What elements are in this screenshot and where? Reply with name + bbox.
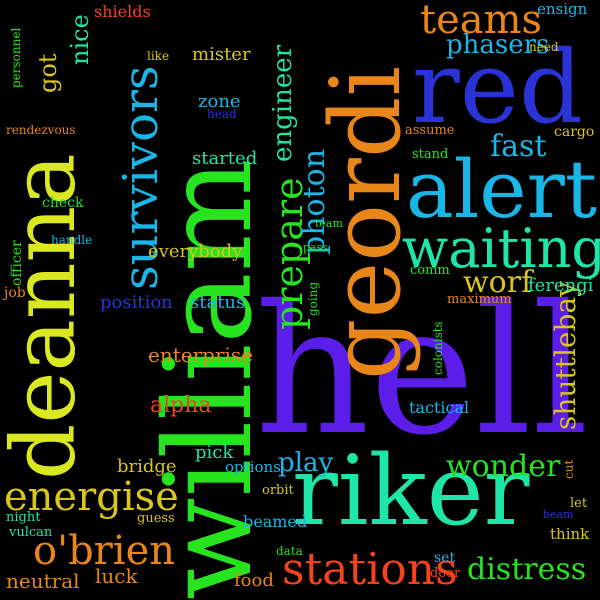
word: need	[529, 40, 559, 54]
word: hell	[255, 267, 589, 474]
word: alpha	[150, 393, 212, 418]
word: like	[147, 49, 170, 63]
word: beam	[543, 508, 574, 521]
word: maximum	[447, 292, 512, 307]
word: wonder	[446, 449, 561, 484]
word: vulcan	[9, 525, 53, 540]
word: officer	[9, 240, 25, 286]
word: stations	[282, 544, 458, 595]
word: going	[306, 281, 320, 316]
word: comm	[410, 263, 450, 278]
word: alert	[406, 143, 598, 236]
word: options	[225, 458, 281, 476]
word: pick	[195, 442, 234, 463]
word: everybody	[148, 241, 243, 262]
word: enterprise	[148, 343, 254, 367]
word: ferengi	[528, 275, 594, 296]
word: riker	[292, 435, 530, 547]
word: think	[550, 525, 590, 543]
word: guess	[137, 511, 175, 526]
word: stand	[412, 147, 449, 162]
word: zone	[198, 91, 241, 112]
word: assume	[405, 123, 455, 138]
word: night	[6, 510, 41, 525]
word: set	[434, 550, 456, 566]
word: teams	[420, 0, 543, 43]
word: play	[278, 448, 334, 478]
word: engineer	[268, 44, 298, 162]
word: o'brien	[33, 528, 176, 574]
word: pass	[303, 241, 328, 254]
word: handle	[51, 233, 93, 247]
word: status	[190, 292, 246, 313]
word: door	[430, 566, 461, 581]
word: ensign	[537, 0, 588, 18]
word: luck	[95, 564, 138, 588]
word: started	[192, 148, 258, 169]
word: shuttlebay	[549, 281, 582, 430]
word: food	[234, 570, 274, 591]
word: phasers	[446, 30, 550, 60]
word: fast	[490, 129, 547, 164]
word: bridge	[117, 456, 177, 477]
word: nice	[66, 14, 94, 65]
word: cargo	[554, 124, 595, 140]
word: colonists	[431, 321, 445, 375]
word: shields	[94, 2, 151, 21]
word: energise	[4, 474, 179, 520]
word: check	[42, 195, 84, 211]
word: head	[207, 107, 237, 121]
word: position	[100, 292, 173, 313]
word: got	[34, 53, 62, 93]
word: beamed	[243, 512, 308, 531]
word: worf	[463, 265, 533, 300]
word: red	[412, 29, 583, 146]
word: neutral	[6, 569, 80, 593]
word: let	[570, 496, 588, 511]
word: tactical	[409, 398, 470, 417]
word: orbit	[262, 483, 294, 498]
word: mister	[192, 44, 251, 65]
word: personnel	[9, 27, 23, 88]
word: distress	[467, 552, 587, 587]
word: rendezvous	[6, 123, 76, 137]
word: waiting	[402, 217, 600, 280]
word: job	[4, 285, 26, 301]
word: data	[276, 544, 303, 558]
word: cut	[562, 459, 576, 479]
word: team	[315, 217, 343, 230]
word: photon	[297, 148, 332, 255]
